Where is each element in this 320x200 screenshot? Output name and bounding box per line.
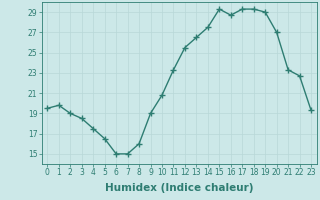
X-axis label: Humidex (Indice chaleur): Humidex (Indice chaleur) (105, 183, 253, 193)
